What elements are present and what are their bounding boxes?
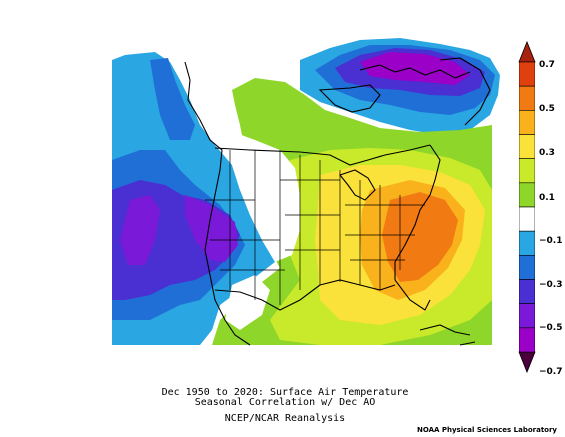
colorbar-box bbox=[519, 255, 535, 280]
colorbar-label-0: 0.7 bbox=[539, 60, 555, 70]
colorbar-box bbox=[519, 110, 535, 135]
colorbar-label-4: −0.1 bbox=[539, 236, 563, 246]
state-lines-west bbox=[205, 150, 285, 305]
colorbar-label-2: 0.3 bbox=[539, 148, 555, 158]
colorbar-label-7: −0.7 bbox=[539, 367, 563, 377]
contour-near-zero-south bbox=[225, 275, 270, 330]
contour-negative-west-4 bbox=[120, 195, 160, 265]
map-plot-area bbox=[112, 38, 500, 345]
colorbar bbox=[519, 42, 535, 374]
state-lines-central bbox=[280, 155, 341, 290]
colorbar-box bbox=[519, 134, 535, 159]
state-boundaries bbox=[205, 150, 425, 305]
colorbar-box bbox=[519, 327, 535, 353]
figure-title-line-1: Dec 1950 to 2020: Surface Air Temperatur… bbox=[161, 387, 409, 398]
colorbar-box bbox=[519, 206, 535, 232]
credit-text: NOAA Physical Sciences Laboratory bbox=[416, 426, 557, 434]
great-lakes bbox=[339, 169, 376, 201]
caribbean bbox=[419, 324, 476, 346]
colorbar-box bbox=[519, 61, 535, 87]
colorbar-boxes bbox=[519, 61, 535, 353]
colorbar-box bbox=[519, 182, 535, 208]
colorbar-box bbox=[519, 158, 535, 184]
us-mexico-border bbox=[214, 284, 321, 311]
colorbar-box bbox=[519, 230, 535, 256]
state-lines-east bbox=[345, 180, 425, 290]
figure-title-line-2: Seasonal Correlation w/ Dec AO bbox=[194, 397, 376, 408]
contour-negative-west-5 bbox=[185, 195, 238, 262]
figure-title-line-3: NCEP/NCAR Reanalysis bbox=[224, 413, 346, 424]
contour-near-zero-band bbox=[228, 130, 300, 262]
colorbar-box bbox=[519, 303, 535, 329]
arctic-islands bbox=[359, 64, 471, 79]
greenland-coast bbox=[439, 57, 491, 126]
colorbar-label-6: −0.5 bbox=[539, 323, 563, 333]
colorbar-box bbox=[519, 85, 535, 111]
colorbar-box bbox=[519, 279, 535, 304]
us-canada-border bbox=[214, 144, 431, 166]
colorbar-label-1: 0.5 bbox=[539, 104, 555, 114]
contour-negative-coast bbox=[150, 58, 195, 140]
north-america-outline bbox=[184, 61, 251, 346]
hudson-bay bbox=[318, 84, 381, 113]
contour-positive-05 bbox=[382, 192, 458, 282]
colorbar-label-3: 0.1 bbox=[539, 193, 555, 203]
colorbar-label-5: −0.3 bbox=[539, 280, 563, 290]
